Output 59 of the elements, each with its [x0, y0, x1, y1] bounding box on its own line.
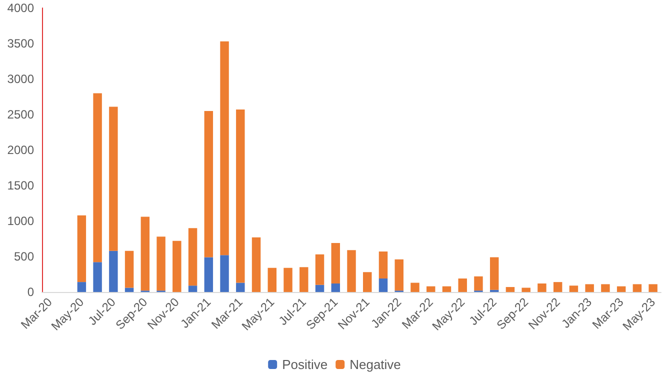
- bar: [632, 284, 642, 292]
- bar: [538, 283, 546, 292]
- y-tick-label: 0: [27, 285, 34, 299]
- bar: [394, 259, 404, 291]
- bar: [331, 283, 340, 292]
- bar: [585, 284, 594, 292]
- bar: [442, 286, 452, 292]
- bar: [315, 284, 324, 292]
- bar: [522, 288, 530, 292]
- y-tick-label: 500: [14, 250, 34, 264]
- bar: [490, 257, 499, 290]
- bar: [410, 282, 420, 292]
- bar: [616, 286, 626, 292]
- bar: [252, 237, 261, 292]
- bar: [315, 254, 324, 285]
- bar: [236, 282, 245, 292]
- bar: [378, 278, 388, 292]
- bar: [474, 276, 483, 291]
- bar: [172, 240, 182, 292]
- bar: [124, 288, 134, 292]
- bar: [77, 215, 86, 282]
- bar: [347, 250, 356, 292]
- bar: [284, 268, 292, 292]
- bar: [300, 267, 308, 292]
- bar: [553, 282, 562, 292]
- bar: [378, 252, 388, 279]
- bar: [458, 278, 467, 292]
- bar: [188, 286, 198, 292]
- bar: [648, 284, 658, 292]
- bar: [569, 286, 578, 292]
- bar: [331, 243, 340, 284]
- legend-label: Negative: [350, 357, 401, 372]
- bar: [601, 284, 610, 292]
- bar: [220, 41, 229, 256]
- y-tick-label: 1500: [7, 178, 34, 192]
- bar: [93, 93, 102, 262]
- legend-label: Positive: [282, 357, 328, 372]
- bar: [140, 216, 150, 291]
- bar: [188, 228, 198, 286]
- y-tick-label: 2500: [7, 108, 34, 122]
- bar: [124, 250, 134, 288]
- bar: [220, 255, 229, 292]
- bar: [506, 287, 515, 292]
- bar: [93, 262, 102, 292]
- y-tick-label: 3500: [7, 36, 34, 50]
- bar: [77, 282, 86, 292]
- bar: [236, 110, 245, 283]
- bar: [109, 106, 118, 251]
- bar: [204, 257, 214, 292]
- y-tick-label: 1000: [7, 214, 34, 228]
- y-tick-label: 4000: [7, 1, 34, 15]
- bar: [109, 250, 118, 292]
- y-tick-label: 2000: [7, 143, 34, 157]
- bar: [363, 272, 372, 292]
- bar: [268, 268, 277, 292]
- bar: [156, 236, 166, 291]
- y-tick-label: 3000: [7, 72, 34, 86]
- bar: [204, 110, 214, 258]
- bar: [426, 286, 436, 292]
